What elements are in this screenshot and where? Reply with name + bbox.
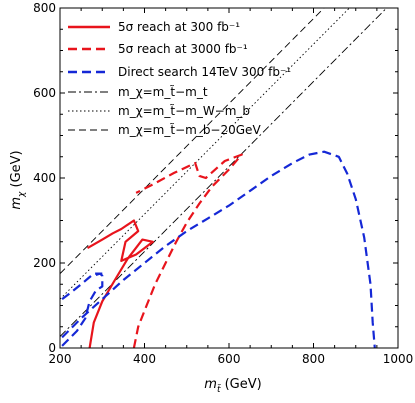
reference-lines	[60, 8, 388, 337]
legend-label-5: m_χ=m_t̃−m_b−20GeV	[118, 123, 261, 137]
series-line-2-segment-1	[61, 272, 103, 300]
series-layer	[61, 150, 376, 348]
x-axis: 200 400 600 800 1000	[49, 8, 414, 366]
x-tick-label: 800	[302, 352, 325, 366]
legend-label-2: Direct search 14TeV 300 fb⁻¹	[118, 65, 291, 79]
x-tick-label: 600	[218, 352, 241, 366]
y-tick-label: 600	[33, 86, 56, 100]
y-axis: 0 200 400 600 800	[33, 1, 398, 355]
y-tick-label: 400	[33, 171, 56, 185]
plot-area	[60, 8, 398, 348]
series-line-0	[86, 219, 154, 348]
reference-line-2	[60, 8, 325, 274]
legend-label-1: 5σ reach at 3000 fb⁻¹	[118, 42, 248, 56]
y-axis-label: mχ (GeV)	[9, 150, 27, 209]
series-line-1	[132, 153, 243, 348]
y-tick-label: 0	[48, 341, 56, 355]
x-tick-label: 200	[49, 352, 72, 366]
x-tick-label: 1000	[383, 352, 414, 366]
legend-label-3: m_χ=m_t̃−m_t	[118, 85, 208, 99]
legend-label-4: m_χ=m_t̃−m_W−m_b	[118, 104, 250, 118]
x-tick-label: 400	[133, 352, 156, 366]
y-tick-label: 200	[33, 256, 56, 270]
x-axis-label: mt̃ (GeV)	[204, 377, 261, 395]
series-line-2	[61, 150, 376, 348]
legend-label-0: 5σ reach at 300 fb⁻¹	[118, 20, 240, 34]
legend: 5σ reach at 300 fb⁻¹ 5σ reach at 3000 fb⁻…	[68, 20, 291, 137]
y-tick-label: 800	[33, 1, 56, 15]
